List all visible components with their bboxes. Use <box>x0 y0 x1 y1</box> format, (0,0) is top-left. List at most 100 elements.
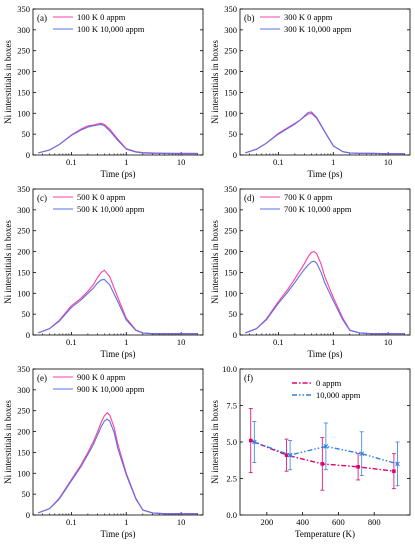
y-tick-label: 350 <box>17 4 30 14</box>
y-tick-label: 200 <box>224 67 237 77</box>
y-tick-label: 200 <box>224 247 237 257</box>
data-point <box>248 438 253 443</box>
x-tick-label: 200 <box>260 517 273 527</box>
y-tick-label: 250 <box>17 406 30 416</box>
y-tick-label: 350 <box>17 364 30 374</box>
data-point <box>320 462 325 466</box>
legend-label-2: 10,000 appm <box>316 390 361 400</box>
y-tick-label: 200 <box>17 247 30 257</box>
y-tick-label: 2.5 <box>226 474 237 484</box>
x-axis-label: Time (ps) <box>308 169 343 179</box>
y-tick-label: 100 <box>17 468 30 478</box>
y-tick-label: 5.0 <box>226 437 237 447</box>
y-tick-label: 300 <box>17 385 30 395</box>
y-tick-label: 300 <box>17 25 30 35</box>
y-tick-label: 0 <box>233 150 237 160</box>
x-tick-label: 0.1 <box>66 157 77 167</box>
data-point <box>251 439 257 445</box>
panel-label: (c) <box>37 193 47 203</box>
y-tick-label: 50 <box>22 129 31 139</box>
legend-label-1: 900 K 0 appm <box>77 372 126 382</box>
legend-label-2: 700 K 10,000 appm <box>284 204 352 214</box>
series-line-1 <box>38 412 198 515</box>
x-tick-label: 0.1 <box>273 157 284 167</box>
series-line-2 <box>38 418 198 515</box>
legend-label-1: 500 K 0 appm <box>77 192 126 202</box>
y-tick-label: 300 <box>224 205 237 215</box>
panel-a: 0 50 100 150 200 250 300 350 0.1 1 10 Time (ps) Ni i… <box>3 4 204 179</box>
x-axis-label: Temperature (K) <box>295 529 355 539</box>
x-axis-label: Time (ps) <box>101 349 136 359</box>
y-tick-label: 350 <box>224 4 237 14</box>
series-line-1 <box>38 122 198 154</box>
legend-label-2: 500 K 10,000 appm <box>77 204 145 214</box>
y-tick-label: 150 <box>17 447 30 457</box>
legend-label-1: 100 K 0 appm <box>77 12 126 22</box>
x-tick-label: 10 <box>384 337 393 347</box>
x-tick-label: 1 <box>331 337 335 347</box>
legend-label-2: 300 K 10,000 appm <box>284 24 352 34</box>
data-point <box>284 453 289 457</box>
panel-label: (b) <box>244 13 255 23</box>
legend-label-2: 900 K 10,000 appm <box>77 384 145 394</box>
y-tick-label: 150 <box>17 87 30 97</box>
y-tick-label: 150 <box>17 267 30 277</box>
y-axis-label: Ni interstitials in boxes <box>210 220 220 304</box>
data-point <box>323 444 329 449</box>
x-axis-label: Time (ps) <box>101 529 136 539</box>
x-tick-label: 1 <box>124 157 128 167</box>
panel-label: (f) <box>244 373 253 383</box>
y-axis-label: Ni interstitials in boxes <box>210 400 220 484</box>
y-tick-label: 0 <box>26 150 30 160</box>
y-tick-label: 250 <box>17 46 30 56</box>
data-point <box>287 452 293 458</box>
panel-d: 0 50 100 150 200 250 300 350 0.1 1 10 Time (ps) Ni i… <box>210 184 411 359</box>
data-point <box>356 465 360 469</box>
y-tick-label: 150 <box>224 267 237 277</box>
y-tick-label: 100 <box>224 288 237 298</box>
y-tick-label: 50 <box>229 309 238 319</box>
x-tick-label: 1 <box>124 337 128 347</box>
series-line-1 <box>245 250 405 335</box>
data-point <box>392 469 396 473</box>
series-line-2 <box>245 111 405 155</box>
x-tick-label: 10 <box>177 157 186 167</box>
data-point <box>395 461 400 467</box>
x-tick-label: 600 <box>332 517 345 527</box>
y-tick-label: 50 <box>22 489 31 499</box>
x-axis-label: Time (ps) <box>308 349 343 359</box>
x-tick-label: 400 <box>296 517 309 527</box>
x-tick-label: 10 <box>384 157 393 167</box>
x-tick-label: 10 <box>177 517 186 527</box>
y-tick-label: 100 <box>17 288 30 298</box>
panel-label: (e) <box>37 373 47 383</box>
data-point <box>359 451 365 457</box>
y-tick-label: 250 <box>224 46 237 56</box>
x-tick-label: 0.1 <box>273 337 284 347</box>
y-tick-label: 250 <box>224 226 237 236</box>
x-tick-label: 800 <box>368 517 381 527</box>
y-tick-label: 300 <box>17 205 30 215</box>
series-line-2 <box>38 123 198 155</box>
y-tick-label: 200 <box>17 67 30 77</box>
y-axis-label: Ni interstitials in boxes <box>210 40 220 124</box>
x-tick-label: 0.1 <box>66 517 77 527</box>
x-tick-label: 0.1 <box>66 337 77 347</box>
panel-b: 0 50 100 150 200 250 300 350 0.1 1 10 Time (ps) Ni i… <box>210 4 411 179</box>
panel-label: (d) <box>244 193 255 203</box>
series-line-2 <box>245 260 405 335</box>
y-tick-label: 150 <box>224 87 237 97</box>
y-tick-label: 50 <box>22 309 31 319</box>
y-tick-label: 100 <box>224 108 237 118</box>
legend-label-1: 0 appm <box>316 378 342 388</box>
y-tick-label: 0.0 <box>226 510 237 520</box>
legend-label-1: 700 K 0 appm <box>284 192 333 202</box>
y-tick-label: 7.5 <box>226 401 237 411</box>
series-line-1 <box>245 112 405 155</box>
legend-label-1: 300 K 0 appm <box>284 12 333 22</box>
x-tick-label: 1 <box>331 157 335 167</box>
y-axis-label: Ni interstitials in boxes <box>3 220 13 304</box>
y-tick-label: 10.0 <box>222 364 237 374</box>
panel-label: (a) <box>37 13 47 23</box>
